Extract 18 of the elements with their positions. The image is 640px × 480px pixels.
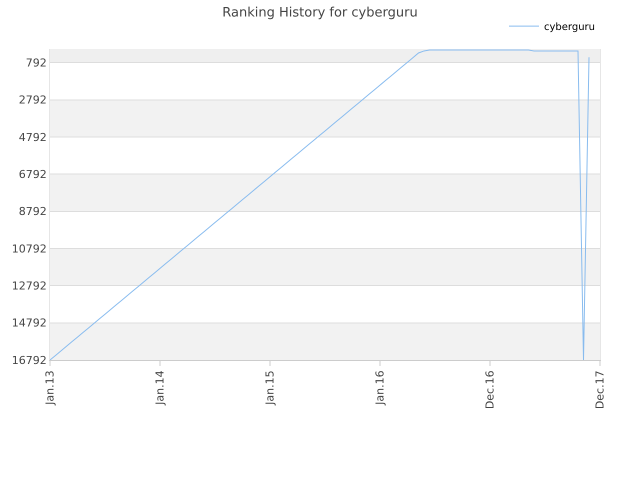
y-tick-label: 14792	[12, 316, 47, 330]
x-tick-label: Jan.16	[374, 370, 387, 406]
line-series	[50, 50, 590, 360]
x-tick-label: Jan.13	[44, 370, 57, 406]
y-tick-label: 12792	[12, 280, 47, 293]
x-tick-label: Dec.16	[484, 370, 497, 410]
y-tick-label: 4792	[18, 130, 47, 144]
legend-label: cyberguru	[544, 22, 595, 34]
y-tick-label: 2792	[18, 94, 47, 107]
x-tick-label: Jan.15	[264, 370, 277, 406]
y-tick-label: 6792	[18, 168, 47, 182]
x-tick-label: Jan.14	[154, 370, 167, 406]
y-tick-label: 16792	[12, 354, 47, 367]
y-tick-label: 8792	[18, 205, 47, 218]
y-tick-label: 10792	[12, 242, 47, 256]
chart-title: Ranking History for cyberguru	[222, 5, 418, 20]
x-tick-label: Dec.17	[594, 370, 607, 410]
y-tick-label: 792	[26, 56, 47, 70]
